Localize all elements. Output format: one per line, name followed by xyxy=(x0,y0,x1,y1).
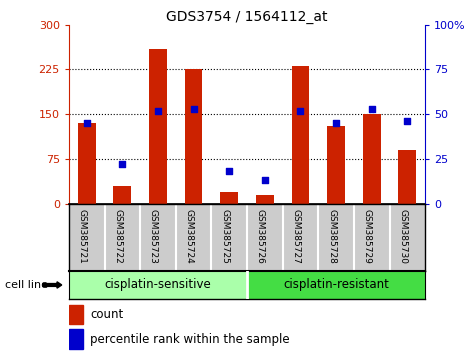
Bar xyxy=(399,150,416,204)
Bar xyxy=(256,195,274,204)
Text: GSM385723: GSM385723 xyxy=(149,209,158,264)
Point xyxy=(296,108,304,113)
Text: GSM385730: GSM385730 xyxy=(399,209,407,264)
Title: GDS3754 / 1564112_at: GDS3754 / 1564112_at xyxy=(166,10,328,24)
Text: GSM385727: GSM385727 xyxy=(292,209,300,264)
Point xyxy=(190,106,198,112)
Point xyxy=(368,106,375,112)
Bar xyxy=(292,67,309,204)
Text: cell line: cell line xyxy=(5,280,48,290)
Text: GSM385722: GSM385722 xyxy=(114,209,123,264)
Bar xyxy=(149,48,167,204)
Point xyxy=(225,169,233,174)
Text: GSM385729: GSM385729 xyxy=(363,209,371,264)
Bar xyxy=(69,304,83,324)
Text: GSM385726: GSM385726 xyxy=(256,209,265,264)
Bar xyxy=(220,192,238,204)
Bar xyxy=(327,126,345,204)
Bar xyxy=(69,329,83,348)
Bar xyxy=(78,123,95,204)
Text: GSM385724: GSM385724 xyxy=(185,209,194,264)
Text: GSM385725: GSM385725 xyxy=(220,209,229,264)
Text: cisplatin-sensitive: cisplatin-sensitive xyxy=(104,279,211,291)
Point xyxy=(154,108,162,113)
Text: cisplatin-resistant: cisplatin-resistant xyxy=(283,279,389,291)
Point xyxy=(119,161,126,167)
Point xyxy=(83,120,90,126)
Bar xyxy=(247,271,425,299)
Text: percentile rank within the sample: percentile rank within the sample xyxy=(90,333,290,346)
Bar xyxy=(69,271,247,299)
Text: GSM385721: GSM385721 xyxy=(78,209,86,264)
Point xyxy=(403,119,411,124)
Bar xyxy=(185,69,202,204)
Text: GSM385728: GSM385728 xyxy=(327,209,336,264)
Bar xyxy=(114,185,131,204)
Bar xyxy=(363,114,380,204)
Point xyxy=(261,177,269,183)
Text: count: count xyxy=(90,308,124,321)
Point xyxy=(332,120,340,126)
